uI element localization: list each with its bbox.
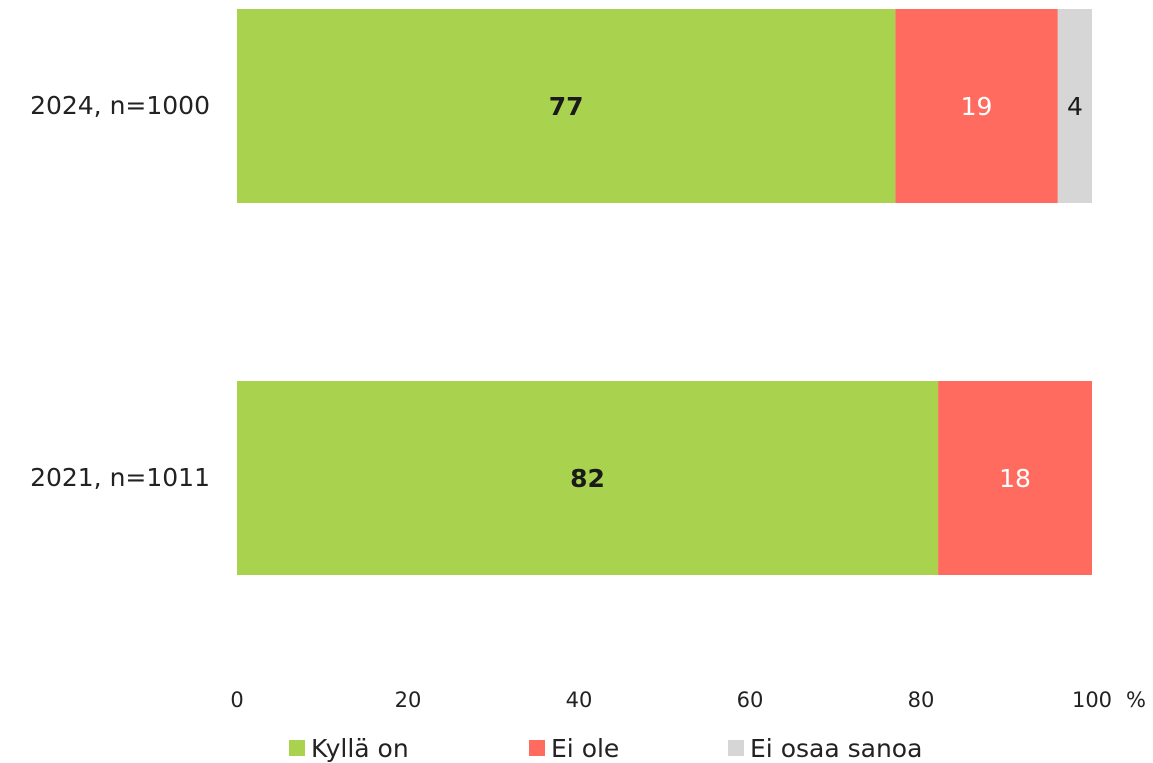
x-tick-label: 40 xyxy=(566,688,593,712)
legend-swatch xyxy=(529,740,545,756)
bar-segment xyxy=(895,9,1058,203)
x-tick-label: 60 xyxy=(737,688,764,712)
x-tick-label: 0 xyxy=(230,688,243,712)
data-label: 18 xyxy=(999,464,1031,493)
legend-swatch xyxy=(289,740,305,756)
data-label: 77 xyxy=(549,92,584,121)
legend-label: Ei ole xyxy=(551,734,619,763)
category-label: 2021, n=1011 xyxy=(30,463,210,492)
category-labels: 2024, n=1000 2021, n=1011 xyxy=(30,91,210,492)
x-tick-label: 100 xyxy=(1072,688,1112,712)
x-tick-label: 20 xyxy=(395,688,422,712)
legend-label: Ei osaa sanoa xyxy=(750,734,922,763)
legend: Kyllä on Ei ole Ei osaa sanoa xyxy=(289,734,922,763)
x-tick-label: 80 xyxy=(908,688,935,712)
data-label: 82 xyxy=(570,464,605,493)
legend-swatch xyxy=(728,740,744,756)
bar-segment xyxy=(938,381,1092,575)
legend-label: Kyllä on xyxy=(311,734,409,763)
bar-segment xyxy=(237,381,939,575)
data-label: 19 xyxy=(961,92,993,121)
bar-segment xyxy=(1057,9,1092,203)
x-axis-ticks: 0 20 40 60 80 100 xyxy=(230,688,1112,712)
bars-group: 77 19 4 82 18 xyxy=(237,9,1092,575)
x-axis-unit: % xyxy=(1126,688,1146,712)
data-label: 4 xyxy=(1067,92,1083,121)
bar-segment xyxy=(237,9,896,203)
category-label: 2024, n=1000 xyxy=(30,91,210,120)
